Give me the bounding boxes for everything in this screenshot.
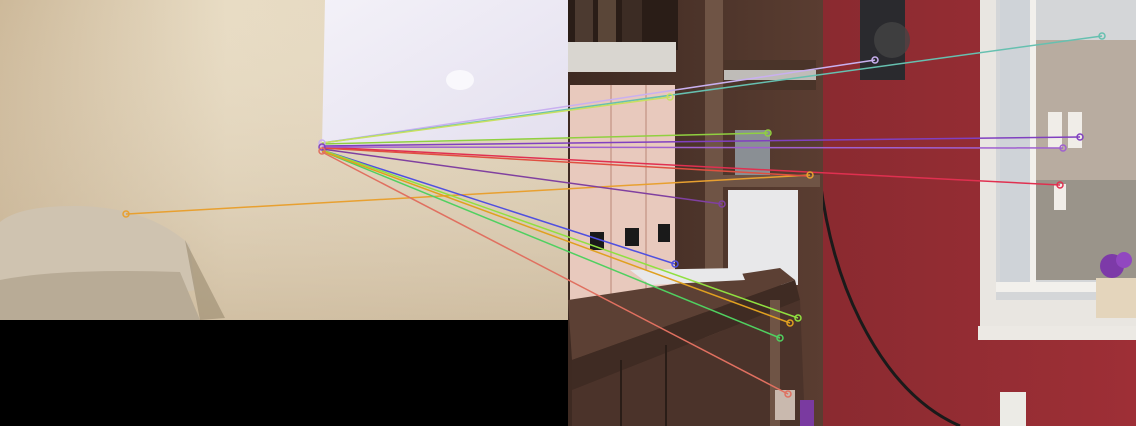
match-line <box>321 151 789 395</box>
keypoints <box>122 32 1106 398</box>
match-line <box>321 146 1061 186</box>
match-line <box>321 136 1081 147</box>
keypoint <box>1056 181 1064 189</box>
match-line <box>321 146 1064 149</box>
keypoint <box>318 143 326 151</box>
keypoint <box>318 139 326 147</box>
keypoint <box>786 319 794 327</box>
keypoint <box>1076 133 1084 141</box>
match-line <box>321 150 781 339</box>
keypoint <box>806 171 814 179</box>
match-line <box>321 147 809 177</box>
match-line <box>321 150 791 324</box>
whiteboard <box>322 0 568 146</box>
keypoint <box>764 129 772 137</box>
match-line <box>321 148 723 205</box>
match-lines <box>125 35 1103 395</box>
keypoint <box>1059 144 1067 152</box>
keypoint <box>671 260 679 268</box>
match-line <box>125 174 811 215</box>
keypoint <box>318 147 326 155</box>
keypoint <box>776 334 784 342</box>
keypoint <box>871 56 879 64</box>
right-image <box>568 0 1136 426</box>
left-image <box>0 0 568 320</box>
padding-area <box>0 320 568 426</box>
power-outlet <box>1000 392 1026 426</box>
match-line <box>321 132 769 145</box>
keypoint <box>122 210 130 218</box>
match-line <box>321 149 799 319</box>
keypoint <box>794 314 802 322</box>
match-line <box>321 59 876 144</box>
match-line <box>321 149 676 265</box>
keypoint <box>1098 32 1106 40</box>
keypoint <box>666 93 674 101</box>
keypoint <box>718 200 726 208</box>
storage-boxes <box>570 85 675 300</box>
keypoint <box>784 390 792 398</box>
match-line <box>321 96 671 144</box>
